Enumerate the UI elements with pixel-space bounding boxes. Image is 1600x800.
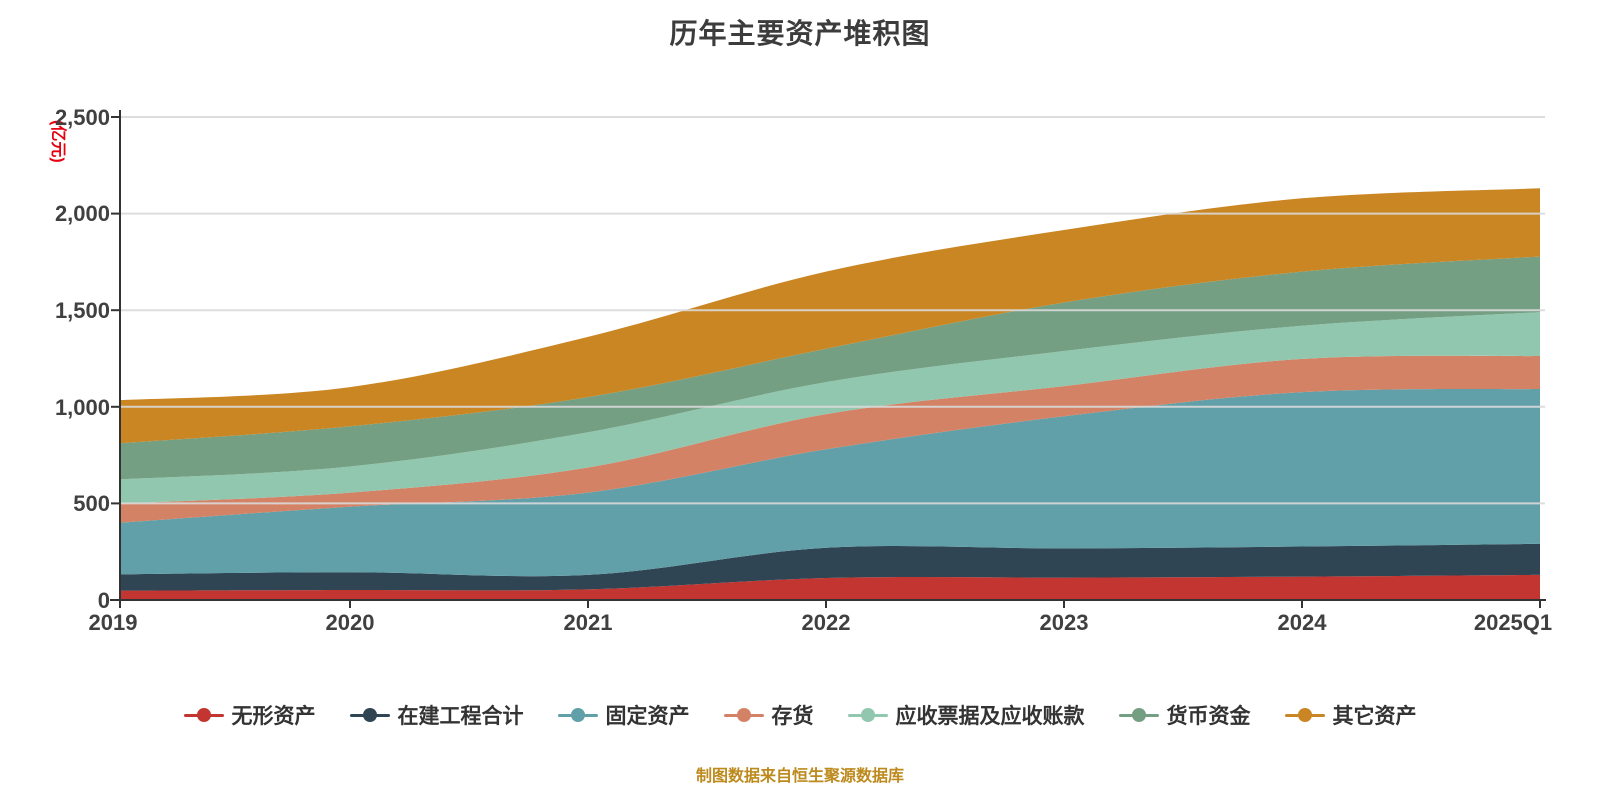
legend-label: 应收票据及应收账款 [895,705,1085,728]
legend-label: 固定资产 [605,705,690,728]
y-tick-label: 2,500 [54,105,110,130]
y-tick-label: 0 [97,588,110,613]
x-tick-label: 2024 [1277,610,1327,635]
legend-item-inventory[interactable]: 存货 [723,700,814,730]
chart-legend: 无形资产 在建工程合计 固定资产 存货 应收票据及应收账款 货币资金 其它资产 [0,700,1600,730]
y-tick-label: 1,500 [54,298,110,323]
x-tick-label: 2025Q1 [1473,610,1553,635]
legend-item-other-assets[interactable]: 其它资产 [1284,700,1417,730]
legend-item-construction-in-progress[interactable]: 在建工程合计 [349,700,524,730]
legend-item-fixed-assets[interactable]: 固定资产 [557,700,690,730]
chart-title: 历年主要资产堆积图 [669,18,931,49]
x-tick-label: 2022 [801,610,851,635]
area-band-1 [120,574,1540,600]
data-source-caption: 制图数据来自恒生聚源数据库 [695,768,904,785]
legend-line-dot-icon [723,707,764,723]
legend-line-dot-icon [557,707,598,723]
area-band-6 [120,256,1540,480]
legend-label: 在建工程合计 [397,705,524,728]
area-band-7 [120,188,1540,444]
legend-label: 无形资产 [231,705,316,728]
area-band-4 [120,355,1540,523]
x-tick-label: 2020 [325,610,375,635]
y-tick-label: 1,000 [54,395,110,420]
legend-item-receivables[interactable]: 应收票据及应收账款 [847,700,1085,730]
area-band-2 [120,543,1540,591]
x-tick-label: 2021 [563,610,613,635]
legend-item-monetary-funds[interactable]: 货币资金 [1118,700,1251,730]
x-tick-label: 2023 [1039,610,1089,635]
y-tick-label: 500 [73,491,110,516]
legend-label: 其它资产 [1332,705,1417,728]
legend-label: 货币资金 [1166,705,1251,728]
area-band-5 [120,312,1540,504]
legend-line-dot-icon [349,707,390,723]
legend-line-dot-icon [1118,707,1159,723]
legend-item-intangible-assets[interactable]: 无形资产 [183,700,316,730]
y-tick-label: 2,000 [54,201,110,226]
legend-line-dot-icon [847,707,888,723]
legend-label: 存货 [771,705,814,728]
area-band-3 [120,389,1540,577]
legend-line-dot-icon [1284,707,1325,723]
x-tick-label: 2019 [88,610,138,635]
legend-line-dot-icon [183,707,224,723]
